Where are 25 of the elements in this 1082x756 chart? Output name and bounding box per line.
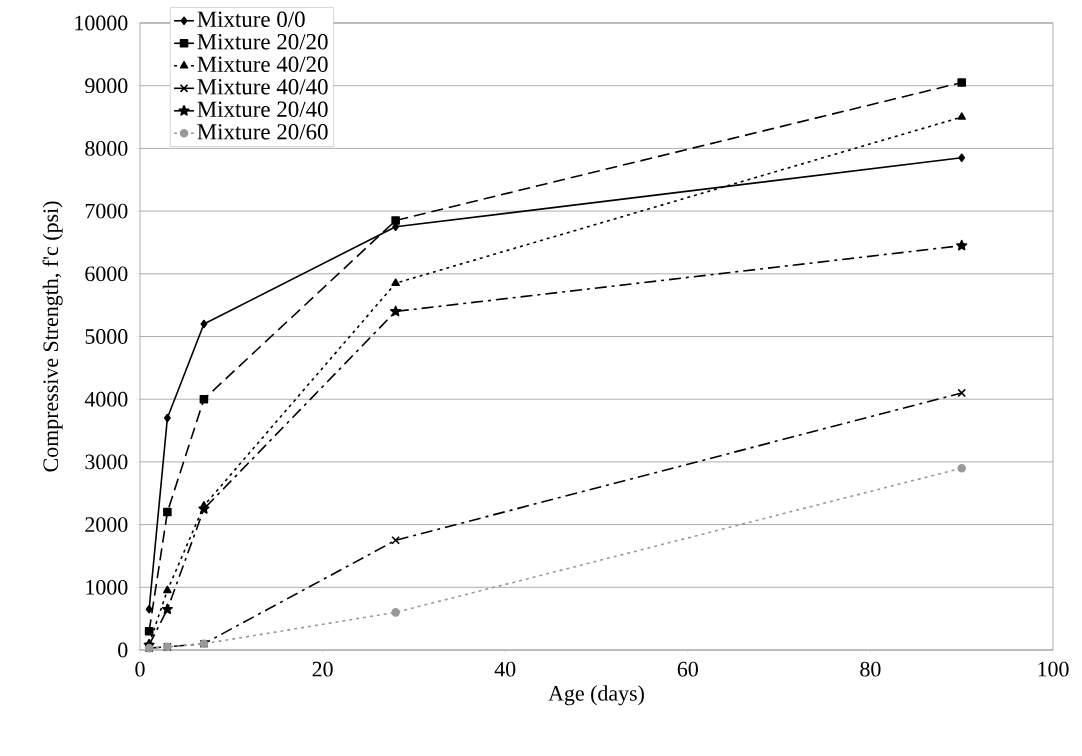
legend-label: Mixture 0/0 — [197, 11, 305, 27]
y-tick-label: 9000 — [85, 78, 128, 94]
x-tick-label: 100 — [1038, 661, 1069, 677]
y-tick-label: 7000 — [85, 203, 128, 219]
legend-label: Mixture 20/40 — [197, 101, 328, 118]
y-tick-label: 10000 — [75, 15, 128, 31]
y-tick-label: 0 — [118, 642, 128, 658]
legend-label: Mixture 20/60 — [197, 124, 328, 140]
y-tick-label: 8000 — [85, 141, 128, 156]
x-axis-title: Age (days) — [548, 685, 644, 706]
x-tick-label: 20 — [312, 661, 333, 677]
y-tick-label: 5000 — [85, 329, 128, 344]
y-tick-label: 2000 — [85, 517, 128, 532]
y-tick-label: 3000 — [85, 454, 128, 470]
legend-label: Mixture 40/40 — [197, 79, 328, 95]
x-tick-label: 80 — [860, 661, 881, 677]
y-tick-label: 6000 — [85, 266, 128, 282]
y-axis-title: Compressive Strength, f'c (psi) — [42, 201, 63, 472]
x-tick-label: 40 — [494, 661, 516, 677]
x-tick-label: 0 — [135, 661, 145, 677]
y-tick-label: 4000 — [84, 391, 128, 407]
y-tick-label: 1000 — [86, 579, 128, 595]
legend-label: Mixture 40/20 — [197, 56, 328, 72]
legend-label: Mixture 20/20 — [197, 34, 328, 50]
x-tick-label: 60 — [677, 661, 698, 677]
